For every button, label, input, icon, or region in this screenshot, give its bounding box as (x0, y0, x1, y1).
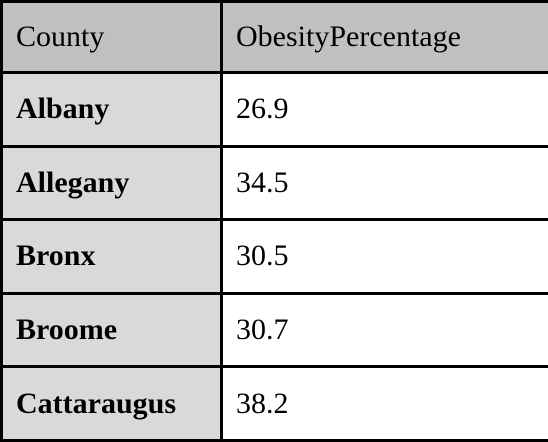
table-row: Allegany 34.5 (0, 144, 548, 222)
obesity-percentage-cell: 38.2 (220, 365, 548, 442)
table-row: Broome 30.7 (0, 291, 548, 369)
county-cell: Cattaraugus (0, 365, 223, 442)
table-row: Albany 26.9 (0, 71, 548, 148)
table-row: Cattaraugus 38.2 (0, 365, 548, 442)
county-cell: Bronx (0, 218, 223, 295)
county-cell: Broome (0, 291, 223, 369)
county-cell: Albany (0, 71, 223, 148)
obesity-percentage-cell: 30.7 (220, 291, 548, 369)
county-cell: Allegany (0, 144, 223, 222)
obesity-percentage-cell: 30.5 (220, 218, 548, 295)
obesity-percentage-cell: 34.5 (220, 144, 548, 222)
column-header-obesity-percentage: ObesityPercentage (220, 0, 548, 74)
obesity-percentage-cell: 26.9 (220, 71, 548, 148)
header-row: County ObesityPercentage (0, 0, 548, 74)
column-header-county: County (0, 0, 223, 74)
table-row: Bronx 30.5 (0, 218, 548, 295)
